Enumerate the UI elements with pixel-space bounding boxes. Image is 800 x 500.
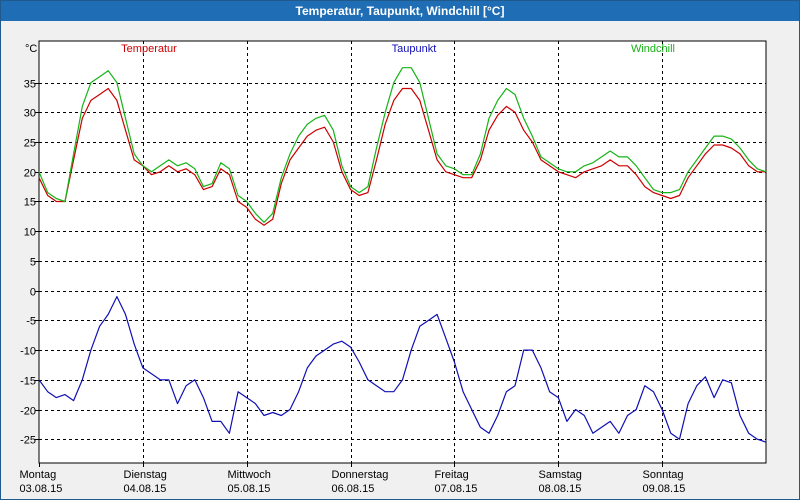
series-line-taupunkt	[38, 296, 767, 443]
y-tick-label: 5	[30, 257, 36, 269]
y-tick-label: 35	[24, 79, 36, 91]
y-tick-label: 10	[24, 227, 36, 239]
y-tick-label: -10	[20, 346, 36, 358]
day-name-label: Sonntag	[643, 469, 684, 481]
y-tick-label: 20	[24, 168, 36, 180]
day-name-label: Montag	[20, 469, 57, 481]
day-date-label: 06.08.15	[332, 483, 375, 495]
legend-windchill: Windchill	[631, 43, 675, 55]
day-name-label: Mittwoch	[228, 469, 271, 481]
y-axis-unit: °C	[25, 43, 37, 55]
day-date-label: 08.08.15	[539, 483, 582, 495]
day-date-label: 09.08.15	[643, 483, 686, 495]
day-name-label: Dienstag	[124, 469, 167, 481]
day-name-label: Samstag	[539, 469, 582, 481]
y-tick-label: 0	[30, 287, 36, 299]
y-tick-label: 25	[24, 138, 36, 150]
y-tick-label: 30	[24, 108, 36, 120]
y-tick-label: -25	[20, 435, 36, 447]
day-date-label: 07.08.15	[435, 483, 478, 495]
day-name-label: Freitag	[435, 469, 469, 481]
chart-area: 35 30 25 20 15 10 5 0 -5 -10 -15 -20 -25 °C Montag 03.0…	[20, 40, 767, 495]
y-tick-label: -20	[20, 406, 36, 418]
y-tick-label: -15	[20, 376, 36, 388]
y-tick-label: -5	[26, 316, 36, 328]
window-title: Temperatur, Taupunkt, Windchill [°C]	[1, 1, 799, 21]
legend-taupunkt: Taupunkt	[392, 43, 437, 55]
legend-temperatur: Temperatur	[121, 43, 177, 55]
day-date-label: 05.08.15	[228, 483, 271, 495]
day-name-label: Donnerstag	[332, 469, 389, 481]
series-line-windchill	[38, 67, 767, 223]
series-line-temperatur	[38, 87, 766, 226]
day-date-label: 03.08.15	[20, 483, 63, 495]
plot-background	[38, 40, 767, 464]
day-date-label: 04.08.15	[124, 483, 167, 495]
y-tick-label: 15	[24, 197, 36, 209]
